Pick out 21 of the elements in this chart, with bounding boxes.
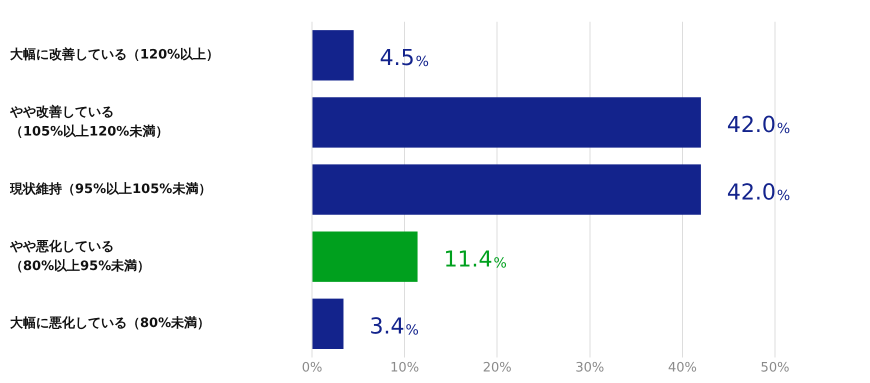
bar xyxy=(312,298,344,350)
bar xyxy=(312,30,354,80)
bar xyxy=(312,164,701,215)
x-tick-label: 0% xyxy=(302,360,322,376)
y-tick-label: 現状維持（95%以上105%未満） xyxy=(9,182,212,197)
x-tick-label: 30% xyxy=(575,360,604,376)
bar xyxy=(312,97,701,148)
y-tick-label: 大幅に悪化している（80%未満） xyxy=(10,316,210,332)
y-tick-label: 大幅に改善している（120%以上） xyxy=(10,46,220,63)
bar xyxy=(312,232,418,282)
x-tick-label: 50% xyxy=(760,360,790,376)
x-tick-label: 40% xyxy=(668,360,697,376)
x-tick-label: 10% xyxy=(390,360,420,376)
y-tick-label: やや悪化している（80%以上95%未満） xyxy=(9,239,150,274)
data-label: 11.4% xyxy=(444,247,507,272)
data-label: 3.4% xyxy=(369,314,419,340)
y-tick-label: やや改善している（105%以上120%未満） xyxy=(9,104,168,140)
data-label: 42.0% xyxy=(726,180,790,206)
data-label: 42.0% xyxy=(726,113,790,138)
x-tick-label: 20% xyxy=(482,360,512,376)
data-label: 4.5% xyxy=(380,46,429,72)
